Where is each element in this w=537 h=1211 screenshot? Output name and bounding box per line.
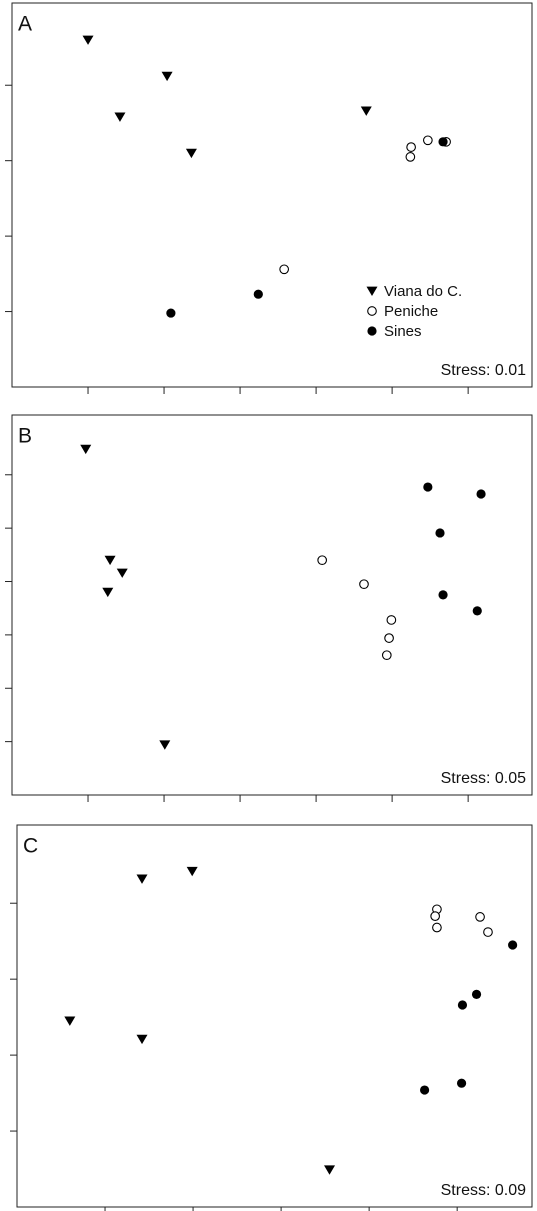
data-point: [186, 866, 198, 877]
panel-label: C: [23, 835, 38, 858]
data-point: [102, 587, 114, 598]
stress-annotation: Stress: 0.05: [441, 770, 526, 787]
data-point: [166, 308, 176, 318]
data-point: [419, 1085, 430, 1095]
data-point: [386, 615, 397, 625]
data-point: [435, 528, 445, 538]
data-point: [185, 148, 197, 159]
data-point: [80, 444, 92, 455]
data-point: [457, 1000, 468, 1010]
legend-marker: [366, 286, 378, 296]
data-point: [456, 1078, 467, 1088]
legend-label: Sines: [384, 323, 422, 340]
data-point: [438, 137, 448, 147]
data-point: [159, 740, 171, 750]
data-point: [324, 1165, 336, 1175]
legend-label: Peniche: [384, 303, 438, 320]
data-point: [422, 135, 433, 146]
data-point: [432, 922, 442, 933]
data-point: [279, 264, 290, 275]
legend-marker: [367, 306, 377, 316]
data-point: [384, 633, 394, 643]
data-point: [475, 912, 485, 922]
legend-label: Viana do C.: [384, 283, 462, 300]
data-point: [161, 71, 173, 82]
data-point: [472, 606, 482, 616]
panel-label: A: [18, 13, 32, 36]
data-point: [317, 555, 328, 566]
legend-marker: [367, 326, 377, 336]
data-point: [471, 989, 482, 999]
data-point: [405, 152, 416, 162]
plot-frame: [16, 824, 533, 1208]
data-point: [136, 874, 148, 884]
data-point: [423, 482, 433, 492]
plot-frame: [11, 2, 533, 388]
data-point: [406, 142, 416, 152]
data-point: [114, 112, 126, 122]
data-point: [136, 1034, 148, 1045]
data-point: [359, 579, 369, 590]
data-point: [381, 650, 392, 661]
panel-label: B: [18, 425, 32, 448]
data-point: [483, 927, 493, 937]
data-point: [438, 590, 448, 600]
data-point: [253, 289, 263, 299]
data-point: [508, 940, 518, 950]
data-point: [64, 1016, 76, 1026]
stress-annotation: Stress: 0.09: [441, 1182, 526, 1199]
data-point: [430, 911, 441, 921]
data-point: [116, 568, 128, 578]
data-point: [104, 555, 116, 566]
data-point: [476, 489, 486, 499]
stress-annotation: Stress: 0.01: [441, 362, 526, 379]
data-point: [360, 106, 372, 116]
data-point: [82, 35, 94, 45]
plot-frame: [11, 414, 533, 796]
